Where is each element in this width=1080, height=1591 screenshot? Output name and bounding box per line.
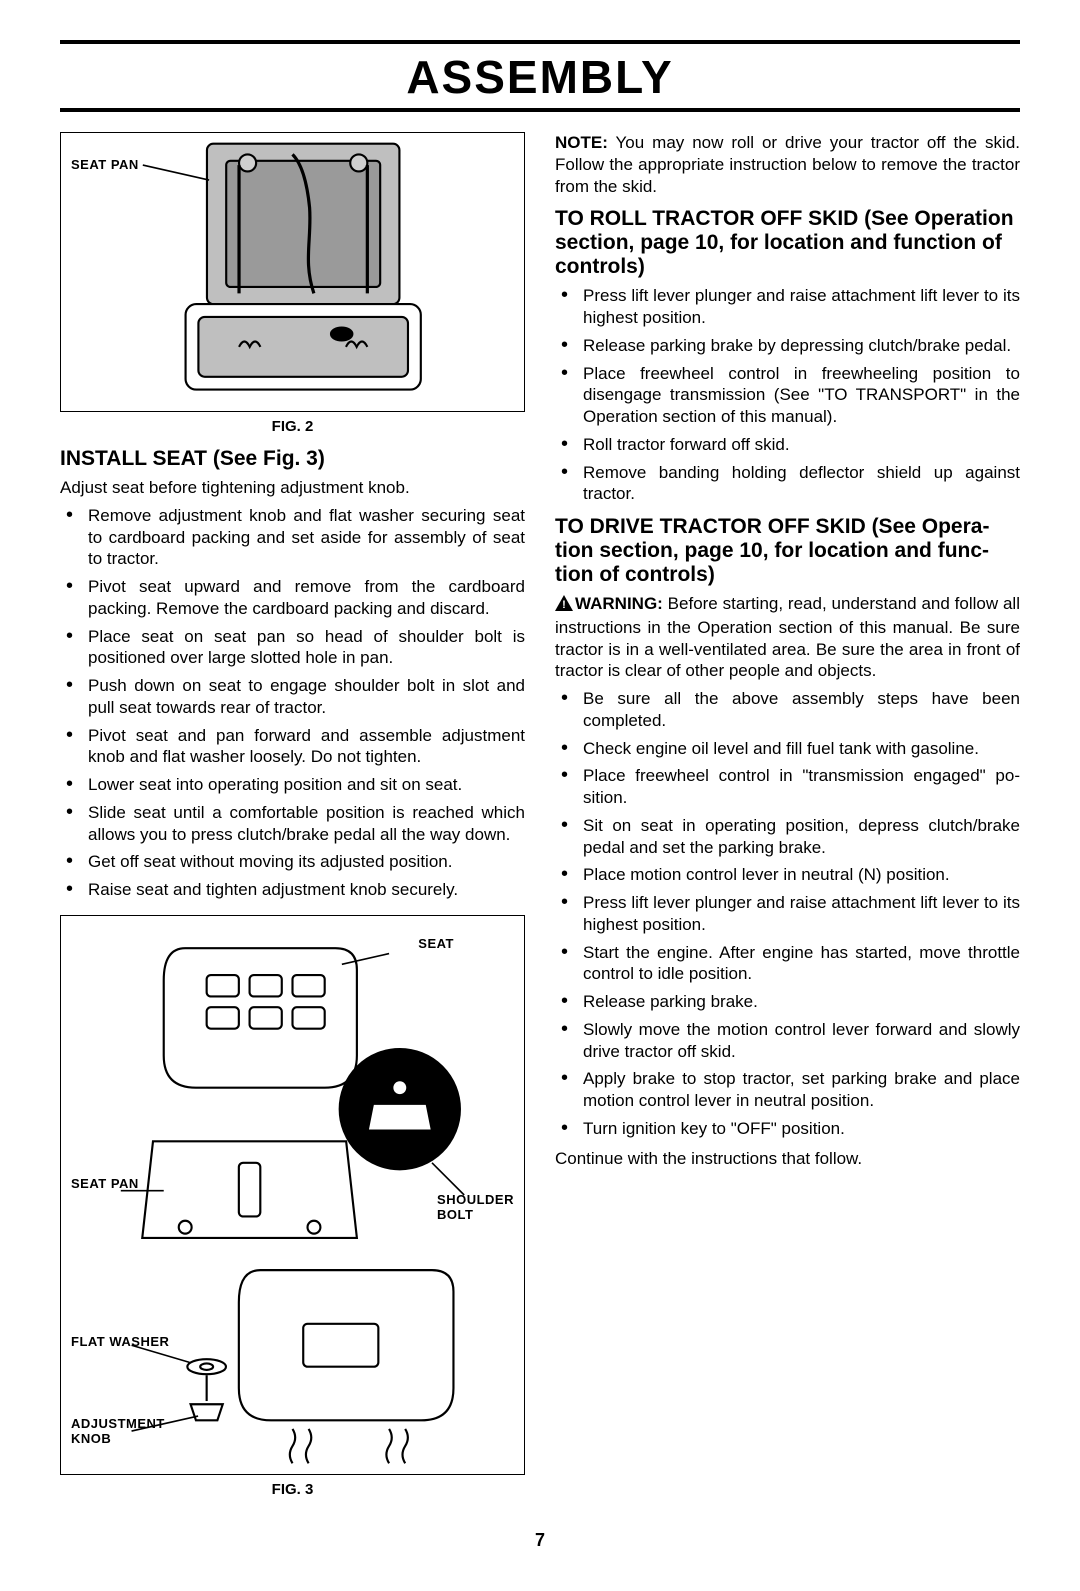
drive-item: Release parking brake. [555,991,1020,1013]
two-column-layout: SEAT PAN FIG. 2 INSTALL SEAT (See Fig. 3… [60,132,1020,1510]
install-seat-intro: Adjust seat before tightening adjustment… [60,477,525,499]
drive-item: Check engine oil level and fill fuel tan… [555,738,1020,760]
top-rule [60,40,1020,44]
install-seat-item: Remove adjustment knob and flat washer s… [60,505,525,570]
title-rule [60,108,1020,112]
roll-heading: TO ROLL TRACTOR OFF SKID (See Operation … [555,207,1020,279]
figure-2: SEAT PAN [60,132,525,412]
roll-item: Remove banding holding deflector shield … [555,462,1020,506]
drive-item: Turn ignition key to "OFF" position. [555,1118,1020,1140]
warning-paragraph: ! WARNING: Before starting, read, unders… [555,593,1020,682]
fig3-label-adjustment-knob: ADJUSTMENT KNOB [71,1416,165,1446]
roll-list: Press lift lever plunger and raise attac… [555,285,1020,505]
figure-3: SEAT SEAT PAN SHOULDER BOLT FLAT WASHER … [60,915,525,1475]
drive-item: Sit on seat in operating position, depre… [555,815,1020,859]
fig3-label-shoulder-bolt: SHOULDER BOLT [437,1192,514,1222]
drive-list: Be sure all the above assembly steps hav… [555,688,1020,1140]
continue-text: Continue with the instructions that foll… [555,1148,1020,1170]
fig3-label-seat: SEAT [418,936,454,951]
drive-item: Slowly move the motion control lever for… [555,1019,1020,1063]
install-seat-item: Lower seat into operating position and s… [60,774,525,796]
fig2-caption: FIG. 2 [60,418,525,435]
fig3-label-flat-washer: FLAT WASHER [71,1334,169,1349]
note-label: NOTE: [555,133,608,152]
install-seat-item: Pivot seat upward and remove from the ca… [60,576,525,620]
note-text: You may now roll or drive your tractor o… [555,133,1020,196]
roll-item: Press lift lever plunger and raise attac… [555,285,1020,329]
fig3-caption: FIG. 3 [60,1481,525,1498]
install-seat-item: Pivot seat and pan forward and assemble … [60,725,525,769]
install-seat-list: Remove adjustment knob and flat washer s… [60,505,525,901]
install-seat-item: Place seat on seat pan so head of should… [60,626,525,670]
drive-item: Place motion control lever in neutral (N… [555,864,1020,886]
note-paragraph: NOTE: You may now roll or drive your tra… [555,132,1020,197]
right-column: NOTE: You may now roll or drive your tra… [555,132,1020,1510]
page-title: ASSEMBLY [60,50,1020,104]
roll-item: Roll tractor forward off skid. [555,434,1020,456]
warning-icon: ! [555,595,573,617]
drive-item: Be sure all the above assembly steps hav… [555,688,1020,732]
svg-text:!: ! [562,599,566,611]
drive-item: Press lift lever plunger and raise attac… [555,892,1020,936]
fig2-label-seat-pan: SEAT PAN [71,157,139,172]
drive-item: Place freewheel control in "transmission… [555,765,1020,809]
install-seat-item: Push down on seat to engage shoulder bol… [60,675,525,719]
left-column: SEAT PAN FIG. 2 INSTALL SEAT (See Fig. 3… [60,132,525,1510]
install-seat-item: Get off seat without moving its adjusted… [60,851,525,873]
fig3-label-seat-pan: SEAT PAN [71,1176,139,1191]
seat-pan-diagram-icon [61,133,524,411]
roll-item: Release parking brake by depressing clut… [555,335,1020,357]
drive-item: Apply brake to stop tractor, set parking… [555,1068,1020,1112]
install-seat-item: Raise seat and tighten adjustment knob s… [60,879,525,901]
warning-label: WARNING: [575,594,663,613]
install-seat-heading: INSTALL SEAT (See Fig. 3) [60,447,525,471]
install-seat-item: Slide seat until a comfortable position … [60,802,525,846]
drive-item: Start the engine. After engine has start… [555,942,1020,986]
roll-item: Place freewheel control in freewheeling … [555,363,1020,428]
drive-heading: TO DRIVE TRACTOR OFF SKID (See Opera­tio… [555,515,1020,587]
page-number: 7 [60,1530,1020,1551]
